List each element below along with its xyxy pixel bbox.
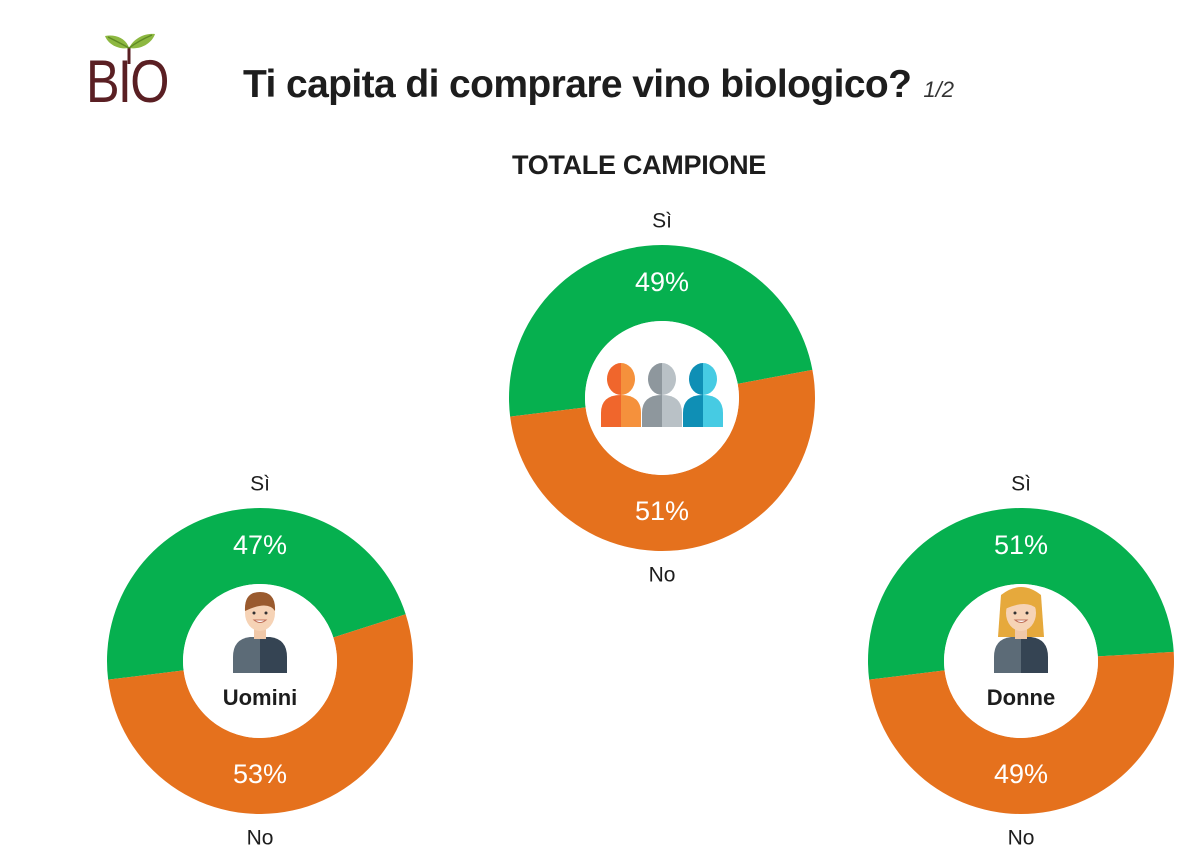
value-label-si: 47% <box>233 530 287 560</box>
value-label-no: 51% <box>635 496 689 526</box>
title-text: Ti capita di comprare vino biologico? <box>243 63 912 106</box>
slice-no <box>108 614 413 814</box>
slice-si <box>509 245 813 417</box>
value-label-si: 49% <box>635 267 689 297</box>
category-label-si: Sì <box>250 473 270 496</box>
donut-chart-totale: 49% 51% Sì No <box>502 198 822 587</box>
slice-no <box>869 651 1174 814</box>
page-title: Ti capita di comprare vino biologico? 1/2 <box>243 58 954 117</box>
category-label-no: No <box>247 827 274 850</box>
donut-chart-donne: 51% 49% Sì No Donne <box>861 461 1181 850</box>
donut-svg: 49% 51% Sì No <box>509 210 815 587</box>
group-label: Uomini <box>223 685 298 710</box>
value-label-no: 49% <box>994 759 1048 789</box>
slice-si <box>106 507 406 680</box>
slice-no <box>510 369 815 552</box>
sprout-icon <box>105 33 155 64</box>
value-label-si: 51% <box>994 530 1048 560</box>
woman-avatar-icon <box>994 587 1048 673</box>
donut-chart-uomini: 47% 53% Sì No Uomini <box>100 461 420 850</box>
donut-svg: 47% 53% Sì No Uomini <box>106 473 413 850</box>
section-heading: TOTALE CAMPIONE <box>512 150 767 180</box>
man-avatar-icon <box>233 592 287 673</box>
category-label-si: Sì <box>652 210 672 233</box>
value-label-no: 53% <box>233 759 287 789</box>
bio-logo: BIO <box>80 30 180 116</box>
category-label-no: No <box>649 564 676 587</box>
category-label-no: No <box>1008 827 1035 850</box>
category-label-si: Sì <box>1011 473 1031 496</box>
logo-text: BIO <box>86 48 169 115</box>
people-group-icon <box>601 363 723 427</box>
group-label: Donne <box>987 685 1055 710</box>
donut-svg: 51% 49% Sì No Donne <box>867 473 1174 850</box>
page-number: 1/2 <box>923 77 954 102</box>
slice-si <box>867 507 1174 680</box>
